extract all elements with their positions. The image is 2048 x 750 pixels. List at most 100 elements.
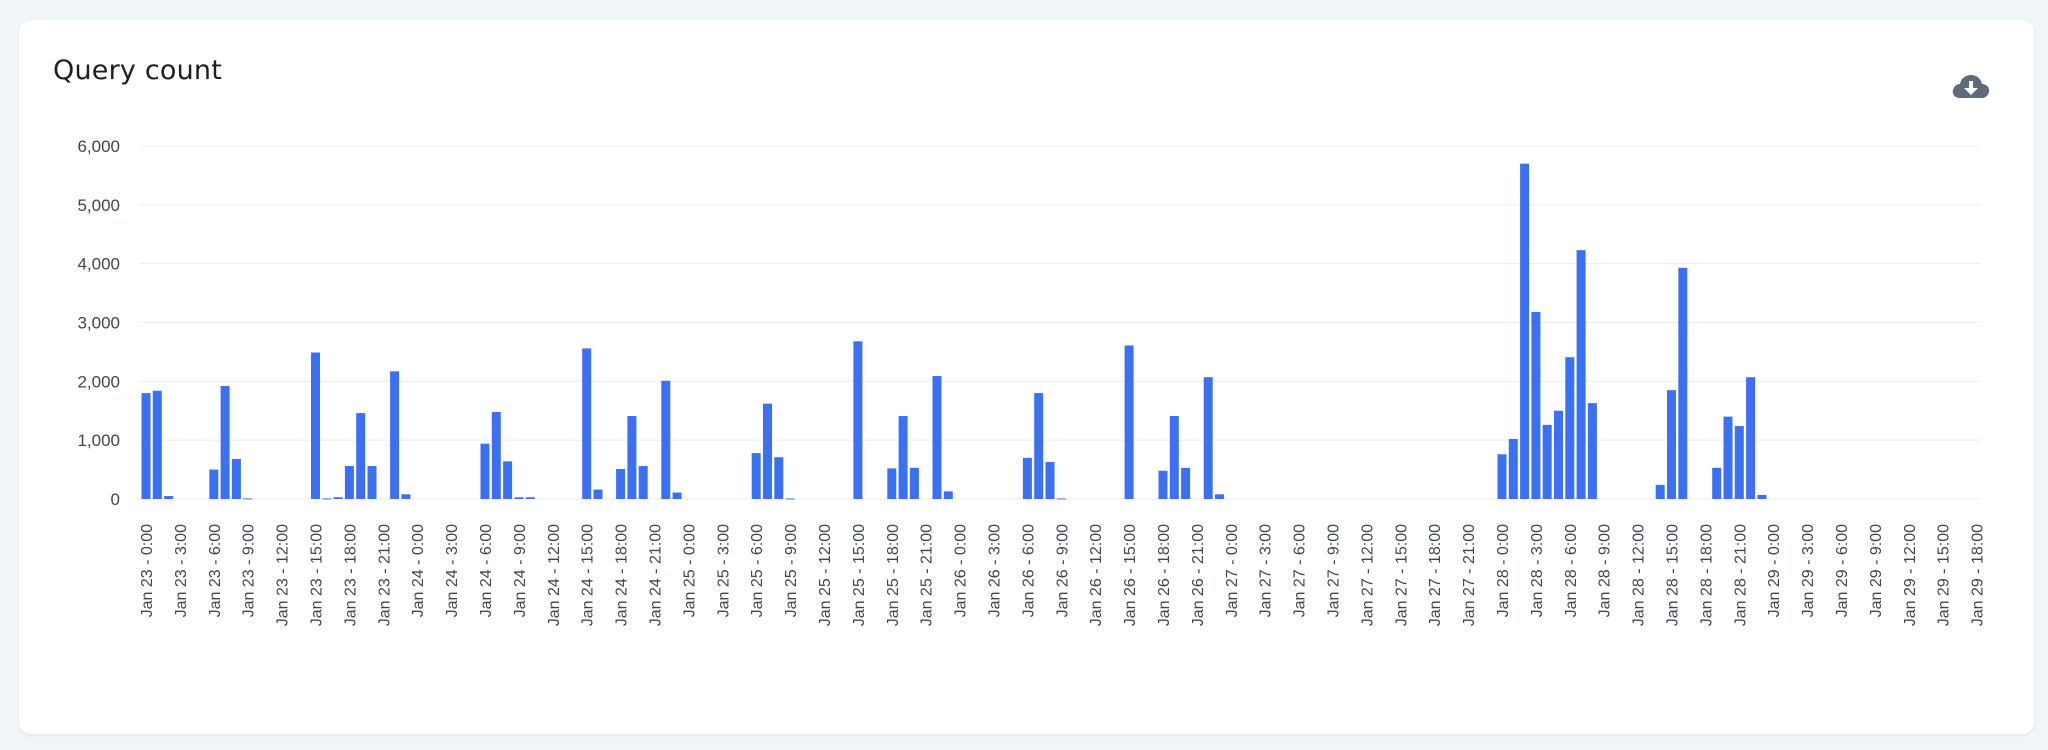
x-tick-label: Jan 26 - 9:00 bbox=[1054, 524, 1071, 618]
bar[interactable] bbox=[1034, 393, 1044, 499]
bar[interactable] bbox=[480, 443, 490, 499]
x-tick-label: Jan 23 - 9:00 bbox=[241, 524, 258, 618]
x-tick-label: Jan 28 - 3:00 bbox=[1529, 524, 1546, 618]
bar[interactable] bbox=[1215, 494, 1224, 499]
bar[interactable] bbox=[1655, 484, 1665, 499]
bar[interactable] bbox=[344, 466, 354, 499]
x-tick-label: Jan 28 - 9:00 bbox=[1597, 524, 1614, 618]
x-tick-label: Jan 25 - 12:00 bbox=[817, 524, 834, 626]
bar[interactable] bbox=[1554, 410, 1563, 499]
bar[interactable] bbox=[672, 492, 682, 499]
bar[interactable] bbox=[627, 416, 637, 499]
bar[interactable] bbox=[1158, 470, 1168, 499]
bar[interactable] bbox=[1124, 345, 1134, 499]
bar[interactable] bbox=[141, 393, 151, 499]
bar[interactable] bbox=[661, 380, 671, 499]
bar[interactable] bbox=[311, 352, 320, 500]
bar[interactable] bbox=[1757, 494, 1767, 499]
bar[interactable] bbox=[243, 498, 253, 500]
x-tick-label: Jan 27 - 12:00 bbox=[1359, 524, 1376, 626]
bar[interactable] bbox=[887, 468, 897, 499]
bar[interactable] bbox=[751, 453, 761, 499]
bar[interactable] bbox=[943, 491, 953, 499]
bar[interactable] bbox=[164, 496, 174, 499]
x-tick-label: Jan 26 - 6:00 bbox=[1020, 524, 1037, 618]
bar[interactable] bbox=[853, 341, 863, 499]
bar[interactable] bbox=[932, 376, 942, 499]
bar[interactable] bbox=[1520, 163, 1530, 499]
bar[interactable] bbox=[638, 466, 648, 499]
x-tick-label: Jan 23 - 12:00 bbox=[275, 524, 292, 626]
x-tick-label: Jan 29 - 6:00 bbox=[1834, 524, 1851, 618]
x-tick-label: Jan 25 - 15:00 bbox=[851, 524, 868, 626]
y-tick-label: 5,000 bbox=[77, 196, 120, 215]
bar[interactable] bbox=[582, 348, 592, 499]
bar[interactable] bbox=[1056, 498, 1066, 500]
x-tick-label: Jan 29 - 15:00 bbox=[1936, 524, 1953, 626]
bar[interactable] bbox=[1723, 416, 1733, 499]
x-tick-label: Jan 23 - 6:00 bbox=[207, 524, 224, 618]
bar[interactable] bbox=[401, 494, 411, 499]
bar[interactable] bbox=[1497, 454, 1507, 499]
bar[interactable] bbox=[152, 390, 162, 499]
bar[interactable] bbox=[220, 386, 230, 499]
bar[interactable] bbox=[909, 467, 919, 499]
bar[interactable] bbox=[503, 461, 513, 499]
bar[interactable] bbox=[1169, 416, 1179, 499]
x-tick-label: Jan 28 - 18:00 bbox=[1698, 524, 1715, 626]
x-tick-label: Jan 29 - 3:00 bbox=[1800, 524, 1817, 618]
bar[interactable] bbox=[209, 469, 219, 499]
bar[interactable] bbox=[322, 498, 332, 500]
bar[interactable] bbox=[1045, 461, 1055, 499]
x-tick-label: Jan 23 - 3:00 bbox=[173, 524, 190, 618]
x-tick-label: Jan 27 - 6:00 bbox=[1292, 524, 1309, 618]
x-tick-label: Jan 23 - 21:00 bbox=[376, 524, 393, 626]
x-tick-label: Jan 29 - 18:00 bbox=[1970, 524, 1987, 626]
bar[interactable] bbox=[1542, 424, 1552, 499]
bar[interactable] bbox=[898, 416, 908, 499]
bar[interactable] bbox=[785, 498, 795, 500]
x-tick-label: Jan 27 - 18:00 bbox=[1427, 524, 1444, 626]
x-tick-label: Jan 23 - 18:00 bbox=[342, 524, 359, 626]
x-tick-label: Jan 25 - 3:00 bbox=[715, 524, 732, 618]
bar[interactable] bbox=[774, 457, 784, 499]
bar[interactable] bbox=[525, 497, 535, 499]
cloud-download-icon[interactable] bbox=[1951, 70, 1991, 104]
y-tick-label: 2,000 bbox=[77, 372, 120, 391]
x-tick-label: Jan 28 - 0:00 bbox=[1495, 524, 1512, 618]
bar[interactable] bbox=[1181, 467, 1191, 499]
x-tick-label: Jan 28 - 12:00 bbox=[1631, 524, 1648, 626]
bar[interactable] bbox=[367, 466, 377, 499]
bar[interactable] bbox=[1678, 267, 1688, 499]
bar[interactable] bbox=[1508, 438, 1518, 499]
bar[interactable] bbox=[593, 489, 603, 499]
bar[interactable] bbox=[616, 469, 626, 499]
bar[interactable] bbox=[1022, 457, 1032, 499]
bar[interactable] bbox=[491, 411, 501, 499]
bar[interactable] bbox=[1531, 311, 1541, 499]
bar[interactable] bbox=[333, 497, 343, 499]
x-tick-label: Jan 27 - 9:00 bbox=[1326, 524, 1343, 618]
x-tick-label: Jan 24 - 6:00 bbox=[478, 524, 495, 618]
x-tick-label: Jan 27 - 0:00 bbox=[1224, 524, 1241, 618]
bar[interactable] bbox=[1746, 377, 1756, 499]
bar[interactable] bbox=[763, 403, 772, 499]
bar[interactable] bbox=[1712, 467, 1722, 499]
x-tick-label: Jan 24 - 3:00 bbox=[444, 524, 461, 618]
y-tick-label: 0 bbox=[111, 490, 120, 509]
x-tick-label: Jan 26 - 18:00 bbox=[1156, 524, 1173, 626]
bar[interactable] bbox=[1565, 357, 1575, 499]
bar[interactable] bbox=[1667, 390, 1676, 499]
bar[interactable] bbox=[514, 497, 524, 499]
bar[interactable] bbox=[1576, 250, 1586, 499]
bar[interactable] bbox=[356, 413, 366, 499]
bar[interactable] bbox=[231, 458, 241, 499]
bar[interactable] bbox=[1734, 426, 1744, 499]
bar[interactable] bbox=[390, 371, 400, 499]
bar[interactable] bbox=[1587, 403, 1597, 499]
bar[interactable] bbox=[1203, 377, 1213, 499]
x-tick-label: Jan 26 - 12:00 bbox=[1088, 524, 1105, 626]
x-tick-label: Jan 24 - 21:00 bbox=[648, 524, 665, 626]
y-tick-label: 1,000 bbox=[77, 431, 120, 450]
